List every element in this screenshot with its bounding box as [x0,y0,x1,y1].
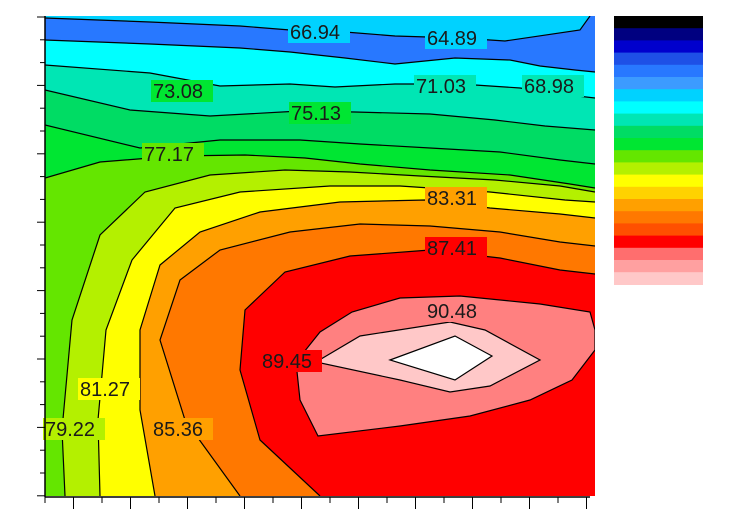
contour-line-66-94 [45,16,591,42]
colorbar-swatch [614,186,703,200]
contour-label: 68.98 [524,76,574,98]
colorbar-swatch [614,199,703,212]
colorbar-swatch [614,223,703,237]
contour-line-90-48 [314,321,542,393]
colorbar-swatch [614,260,703,273]
colorbar-swatch [614,162,703,176]
contour-label: 85.36 [153,419,203,441]
colorbar-swatch [614,138,703,151]
contour-label: 64.89 [427,28,477,50]
colorbar-swatch [614,174,703,188]
contour-label: 73.08 [153,81,203,103]
colorbar-swatch [614,101,703,115]
contour-line-81-27 [97,185,595,496]
colorbar-swatch [614,16,703,29]
colorbar-swatch [614,40,703,54]
contour-label: 77.17 [144,144,194,166]
contour-label: 90.48 [427,301,477,323]
contour-label: 75.13 [291,103,341,125]
colorbar-swatch [614,64,703,78]
contour-line-peak [388,335,494,381]
contour-label: 71.03 [416,76,466,98]
contour-line-79-22 [61,169,595,496]
colorbar-swatch [614,28,703,41]
contour-line-73-08 [45,89,595,131]
colorbar [614,16,703,285]
contour-label: 87.41 [427,238,477,260]
contour-line-87-41 [239,249,595,496]
colorbar-swatch [614,272,703,285]
contour-line-68-98 [45,39,595,73]
colorbar-swatch [614,52,703,66]
contour-line-85-36 [159,223,595,496]
contour-label: 83.31 [427,188,477,210]
axis-ticks [37,16,587,509]
contour-line-83-31 [139,199,595,496]
colorbar-swatch [614,235,703,249]
colorbar-swatch [614,247,703,261]
axes [44,16,590,498]
band-peak [390,336,492,380]
contour-label: 89.45 [262,351,312,373]
contour-label: 79.22 [45,419,95,441]
colorbar-swatch [614,113,703,127]
contour-line-89-45 [295,295,595,437]
colorbar-swatch [614,211,703,224]
contour-label: 66.94 [290,22,340,44]
colorbar-swatch [614,77,703,90]
contour-line-77-17 [45,154,595,189]
contour-label: 81.27 [80,379,130,401]
contour-labels: 66.94 64.89 73.08 71.03 68.98 75.13 77.1… [43,21,584,441]
colorbar-swatch [614,125,703,139]
colorbar-swatch [614,89,703,102]
colorbar-swatch [614,150,703,163]
